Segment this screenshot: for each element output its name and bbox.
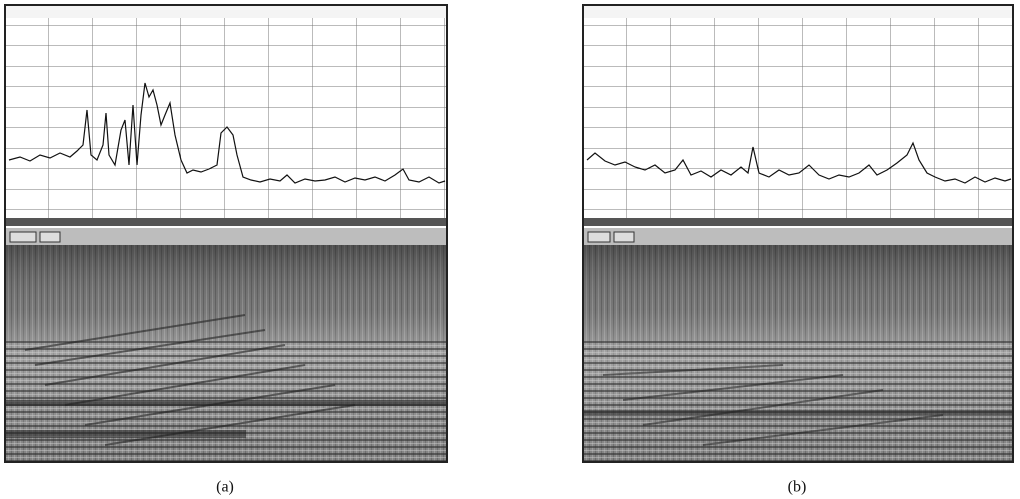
figure: (a) (b) — [0, 0, 1020, 499]
caption: (a) — [216, 479, 234, 496]
page: {"panels": [{"caption": "(a)"}, {"captio… — [0, 0, 1020, 499]
spectrogram — [584, 245, 1012, 461]
tool-button[interactable] — [40, 232, 60, 242]
spectrogram — [6, 245, 446, 461]
panel-a — [5, 5, 447, 462]
panel-b — [583, 5, 1013, 462]
tool-button[interactable] — [588, 232, 610, 242]
caption: (b) — [788, 479, 807, 496]
tool-button[interactable] — [10, 232, 36, 242]
tool-button[interactable] — [614, 232, 634, 242]
